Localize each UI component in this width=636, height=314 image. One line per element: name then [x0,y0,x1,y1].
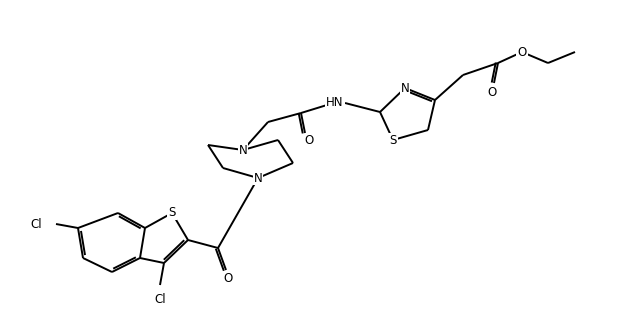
Text: Cl: Cl [154,293,166,306]
Text: O: O [305,134,314,148]
Text: Cl: Cl [31,218,42,230]
Text: O: O [223,272,233,284]
Text: N: N [254,171,263,185]
Text: N: N [238,143,247,156]
Text: S: S [169,207,176,219]
Text: HN: HN [326,96,343,110]
Text: N: N [401,82,410,95]
Text: S: S [389,133,397,147]
Text: O: O [517,46,527,58]
Text: O: O [487,85,497,99]
